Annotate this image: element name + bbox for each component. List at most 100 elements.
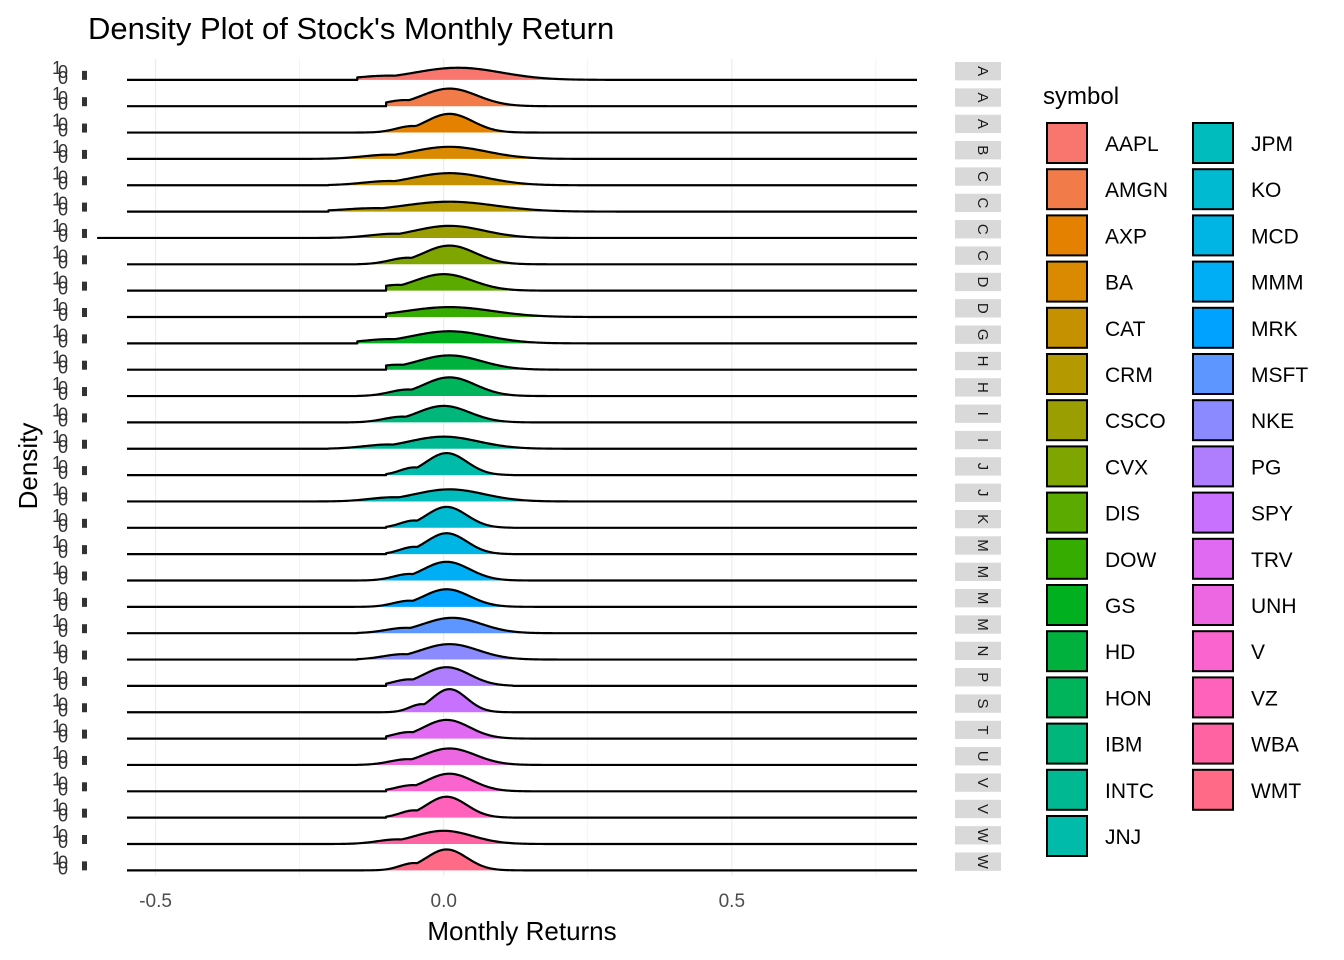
y-tick-label: 0 xyxy=(58,279,68,299)
y-tick-mark xyxy=(82,281,87,291)
y-tick-label: 0 xyxy=(58,832,68,852)
legend-swatch xyxy=(1192,768,1234,811)
density-line-MCD xyxy=(127,532,917,556)
x-axis-title: Monthly Returns xyxy=(427,916,616,946)
y-tick-label: 0 xyxy=(58,642,68,662)
y-tick-label: 0 xyxy=(58,858,68,878)
density-area-DIS xyxy=(386,274,588,291)
density-area-IBM xyxy=(299,405,559,423)
legend-item-CSCO: CSCO xyxy=(1046,399,1166,442)
y-tick-label: 0 xyxy=(58,516,68,536)
density-line-JPM xyxy=(127,488,917,503)
legend-label: KO xyxy=(1251,179,1281,202)
y-tick-label: 1 xyxy=(52,690,62,710)
facet-strip-bg xyxy=(955,114,1001,134)
legend-item-HON: HON xyxy=(1046,676,1152,719)
legend-item-AMGN: AMGN xyxy=(1046,168,1168,211)
chart-title: Density Plot of Stock's Monthly Return xyxy=(88,11,614,46)
facet-strip-bg xyxy=(955,246,1001,265)
legend-label: NKE xyxy=(1251,410,1294,433)
panel-DOW: 100 D xyxy=(52,295,1001,325)
panel-UNH: 100 U xyxy=(52,743,1001,773)
legend-label: AXP xyxy=(1105,225,1147,248)
panel-HON: 100 H xyxy=(52,374,1001,404)
y-tick-label: 0 xyxy=(58,674,68,694)
legend-swatch xyxy=(1192,491,1234,534)
facet-strip: C xyxy=(955,220,1001,239)
legend-item-MRK: MRK xyxy=(1192,306,1298,349)
facet-strip-label: G xyxy=(974,329,991,341)
y-tick-label: 1 xyxy=(52,137,62,157)
facet-strip-label: M xyxy=(974,566,991,579)
density-line-CVX xyxy=(127,244,917,266)
y-tick-mark xyxy=(82,176,87,186)
facet-strip-bg xyxy=(955,826,1001,845)
legend-item-GS: GS xyxy=(1046,584,1135,626)
y-tick-label: 0 xyxy=(58,378,68,398)
legend-swatch xyxy=(1192,537,1234,580)
facet-strip: C xyxy=(955,193,1001,213)
legend-swatch xyxy=(1192,214,1234,257)
facet-strip: B xyxy=(955,141,1001,160)
y-tick-label: 0 xyxy=(58,747,68,767)
facet-strip: M xyxy=(955,615,1001,634)
density-line-INTC xyxy=(127,435,917,450)
density-line-DIS xyxy=(127,273,917,292)
density-line-UNH xyxy=(127,747,917,767)
panel-AXP: 100 A xyxy=(52,111,1001,141)
y-tick-label: 1 xyxy=(52,295,62,315)
legend-swatch xyxy=(1192,353,1234,395)
density-line-MSFT xyxy=(127,616,917,635)
legend-swatch xyxy=(1046,768,1088,811)
panel-IBM: 100 I xyxy=(52,400,1001,430)
legend-label: INTC xyxy=(1105,780,1154,803)
panel-MMM: 100 M xyxy=(52,559,1001,589)
panel-GS: 100 G xyxy=(52,321,1001,351)
legend-swatch xyxy=(1046,584,1088,626)
legend-label: HON xyxy=(1105,687,1152,710)
facet-strip-label: I xyxy=(974,438,991,442)
density-line-CRM xyxy=(127,200,917,213)
x-tick-label: 0.5 xyxy=(719,891,745,912)
y-tick-label: 1 xyxy=(52,84,62,104)
density-line-BA xyxy=(127,145,917,160)
y-tick-mark xyxy=(82,835,87,844)
density-line-V xyxy=(127,772,917,793)
density-line-PG xyxy=(127,666,917,687)
y-tick-label: 1 xyxy=(52,796,62,816)
density-line-AMGN xyxy=(127,87,917,108)
y-tick-label: 1 xyxy=(52,111,62,131)
legend-swatch xyxy=(1192,630,1234,673)
density-line-IBM xyxy=(127,404,917,424)
y-tick-label: 0 xyxy=(58,352,68,372)
panel-AAPL: 100 A xyxy=(52,58,1001,88)
density-line-HON xyxy=(127,376,917,398)
density-area-V xyxy=(386,773,531,792)
facet-strip-label: A xyxy=(974,66,991,76)
density-area-KO xyxy=(386,506,513,528)
panel-NKE: 100 N xyxy=(52,638,1001,668)
legend-item-CRM: CRM xyxy=(1046,353,1153,395)
density-area-BA xyxy=(184,146,703,159)
legend-swatch xyxy=(1192,260,1234,303)
y-tick-mark xyxy=(82,149,87,159)
x-axis-ticks: -0.5 0.0 0.5 xyxy=(139,891,745,912)
legend-label: SPY xyxy=(1251,503,1293,526)
density-area-INTC xyxy=(328,436,617,449)
y-tick-label: 0 xyxy=(58,220,68,240)
density-area-SPY xyxy=(374,689,513,713)
y-tick-label: 1 xyxy=(52,532,62,552)
legend-swatch xyxy=(1046,491,1088,534)
legend-label: GS xyxy=(1105,595,1135,618)
facet-strip-label: A xyxy=(974,119,991,129)
density-line-HD xyxy=(127,354,917,371)
density-area-AAPL xyxy=(357,67,606,80)
y-tick-label: 1 xyxy=(52,269,62,289)
y-tick-mark xyxy=(82,545,87,555)
legend-label: VZ xyxy=(1251,687,1278,710)
y-tick-mark xyxy=(82,123,87,133)
legend-swatch xyxy=(1192,306,1234,349)
panel-AMGN: 100 A xyxy=(52,84,1001,114)
legend-item-PG: PG xyxy=(1192,445,1281,488)
density-line-JNJ xyxy=(127,452,917,477)
